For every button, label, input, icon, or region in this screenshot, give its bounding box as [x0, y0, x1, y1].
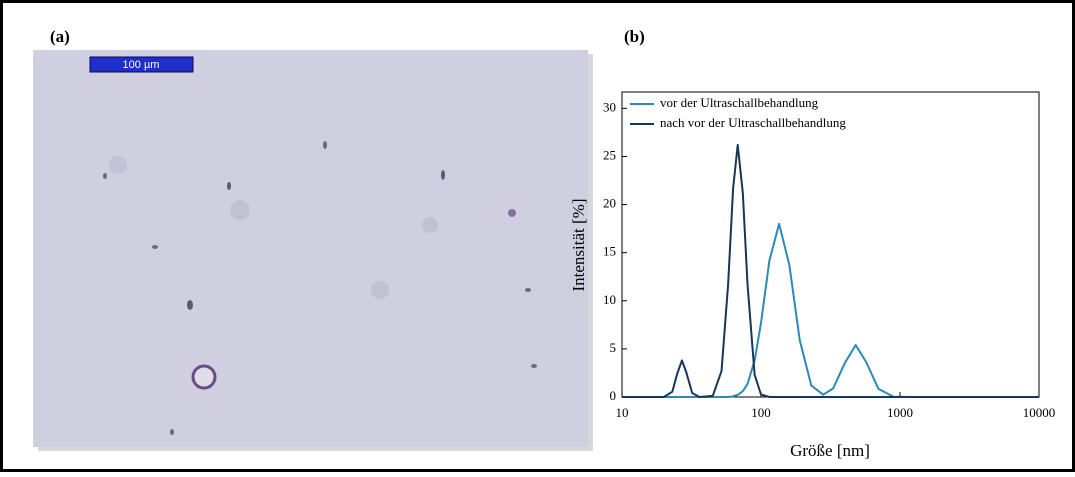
series-line — [622, 143, 1039, 398]
x-tick-label: 10000 — [1023, 405, 1056, 420]
legend-label: nach vor der Ultraschallbehandlung — [660, 115, 846, 130]
x-tick-label: 100 — [751, 405, 771, 420]
y-tick-label: 0 — [610, 388, 617, 403]
panel-label: (b) — [624, 27, 645, 46]
particle — [531, 364, 537, 368]
particle — [109, 156, 127, 174]
y-tick-label: 20 — [603, 196, 616, 211]
y-tick-label: 25 — [603, 147, 616, 162]
image — [33, 50, 588, 447]
y-tick-label: 10 — [603, 292, 616, 307]
y-axis-label: Intensität [%] — [569, 199, 588, 292]
particle — [508, 209, 516, 217]
particle — [170, 429, 174, 435]
particle — [371, 281, 389, 299]
y-tick-label: 30 — [603, 99, 616, 114]
y-tick-label: 15 — [603, 244, 616, 259]
x-tick-label: 1000 — [887, 405, 913, 420]
scale-bar — [89, 56, 194, 73]
particle — [422, 217, 438, 233]
scale-bar-label: 100 µm — [123, 59, 160, 71]
particle — [525, 288, 531, 292]
series-line — [622, 222, 1039, 398]
x-tick-label: 10 — [616, 405, 629, 420]
particle — [441, 170, 445, 180]
particle — [152, 245, 158, 249]
particle — [191, 364, 217, 390]
particle — [230, 200, 250, 220]
y-tick-label: 5 — [610, 340, 617, 355]
x-axis-label: Größe [nm] — [790, 441, 870, 460]
panel-label: (a) — [50, 27, 70, 46]
particle — [103, 173, 107, 179]
legend-label: vor der Ultraschallbehandlung — [660, 95, 819, 110]
particle — [323, 141, 327, 149]
micrograph: 100 µm — [33, 50, 593, 451]
particle — [187, 300, 193, 310]
particle — [227, 182, 231, 190]
